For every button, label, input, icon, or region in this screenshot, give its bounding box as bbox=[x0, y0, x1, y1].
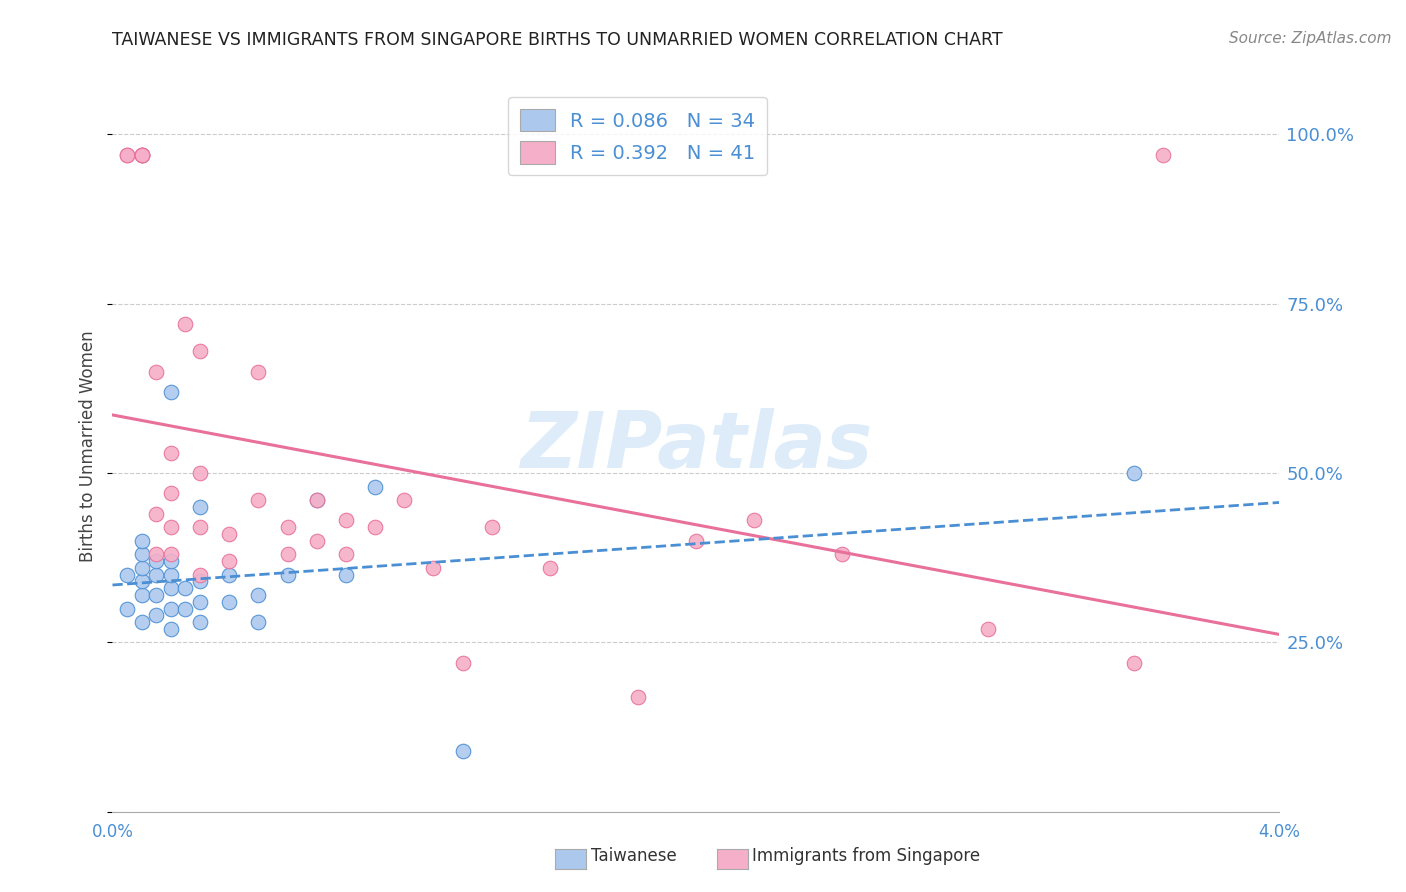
Text: TAIWANESE VS IMMIGRANTS FROM SINGAPORE BIRTHS TO UNMARRIED WOMEN CORRELATION CHA: TAIWANESE VS IMMIGRANTS FROM SINGAPORE B… bbox=[112, 31, 1002, 49]
Point bbox=[218, 554, 240, 568]
Point bbox=[218, 595, 240, 609]
Point bbox=[247, 493, 270, 508]
Text: 4.0%: 4.0% bbox=[1258, 822, 1301, 840]
Point bbox=[131, 588, 153, 602]
Point bbox=[131, 574, 153, 589]
Point bbox=[481, 520, 503, 534]
Point bbox=[335, 514, 357, 528]
Point bbox=[145, 588, 167, 602]
Point bbox=[160, 554, 183, 568]
Point bbox=[188, 567, 211, 582]
Point bbox=[364, 520, 387, 534]
Point bbox=[160, 520, 183, 534]
Point bbox=[145, 554, 167, 568]
Point bbox=[626, 690, 648, 704]
Point bbox=[335, 567, 357, 582]
Point bbox=[145, 608, 167, 623]
Text: Taiwanese: Taiwanese bbox=[591, 847, 676, 865]
Point bbox=[451, 656, 474, 670]
Point bbox=[276, 547, 298, 561]
Point bbox=[131, 148, 153, 162]
Point bbox=[188, 500, 211, 514]
Point bbox=[247, 364, 270, 378]
Point bbox=[276, 520, 298, 534]
Point bbox=[422, 561, 444, 575]
Point bbox=[218, 567, 240, 582]
Point bbox=[188, 595, 211, 609]
Point bbox=[131, 148, 153, 162]
Point bbox=[218, 527, 240, 541]
Point bbox=[115, 148, 138, 162]
Legend: R = 0.086   N = 34, R = 0.392   N = 41: R = 0.086 N = 34, R = 0.392 N = 41 bbox=[508, 97, 768, 176]
Text: 0.0%: 0.0% bbox=[91, 822, 134, 840]
Point bbox=[247, 588, 270, 602]
Point bbox=[160, 547, 183, 561]
Point bbox=[160, 567, 183, 582]
Point bbox=[115, 567, 138, 582]
Point bbox=[145, 547, 167, 561]
Point bbox=[305, 533, 328, 548]
Y-axis label: Births to Unmarried Women: Births to Unmarried Women bbox=[79, 330, 97, 562]
Point bbox=[145, 364, 167, 378]
Point bbox=[1122, 656, 1144, 670]
Point bbox=[335, 547, 357, 561]
Text: Source: ZipAtlas.com: Source: ZipAtlas.com bbox=[1229, 31, 1392, 46]
Point bbox=[305, 493, 328, 508]
Point bbox=[115, 601, 138, 615]
Point bbox=[831, 547, 853, 561]
Point bbox=[188, 615, 211, 629]
Point bbox=[131, 561, 153, 575]
Point bbox=[392, 493, 416, 508]
Point bbox=[1122, 466, 1144, 480]
Point bbox=[188, 466, 211, 480]
Point bbox=[131, 615, 153, 629]
Point bbox=[174, 317, 197, 331]
Text: ZIPatlas: ZIPatlas bbox=[520, 408, 872, 484]
Point bbox=[160, 384, 183, 399]
Point bbox=[685, 533, 707, 548]
Point bbox=[131, 148, 153, 162]
Point bbox=[160, 601, 183, 615]
Point bbox=[1152, 148, 1174, 162]
Point bbox=[131, 533, 153, 548]
Point bbox=[276, 567, 298, 582]
Text: Immigrants from Singapore: Immigrants from Singapore bbox=[752, 847, 980, 865]
Point bbox=[538, 561, 561, 575]
Point bbox=[160, 446, 183, 460]
Point bbox=[188, 344, 211, 359]
Point bbox=[160, 622, 183, 636]
Point bbox=[188, 520, 211, 534]
Point bbox=[145, 507, 167, 521]
Point bbox=[160, 486, 183, 500]
Point bbox=[188, 574, 211, 589]
Point bbox=[160, 581, 183, 595]
Point bbox=[174, 601, 197, 615]
Point bbox=[131, 547, 153, 561]
Point bbox=[976, 622, 998, 636]
Point bbox=[742, 514, 765, 528]
Point bbox=[131, 148, 153, 162]
Point bbox=[305, 493, 328, 508]
Point bbox=[451, 744, 474, 758]
Point bbox=[364, 480, 387, 494]
Point bbox=[174, 581, 197, 595]
Point bbox=[145, 567, 167, 582]
Point bbox=[115, 148, 138, 162]
Point bbox=[247, 615, 270, 629]
